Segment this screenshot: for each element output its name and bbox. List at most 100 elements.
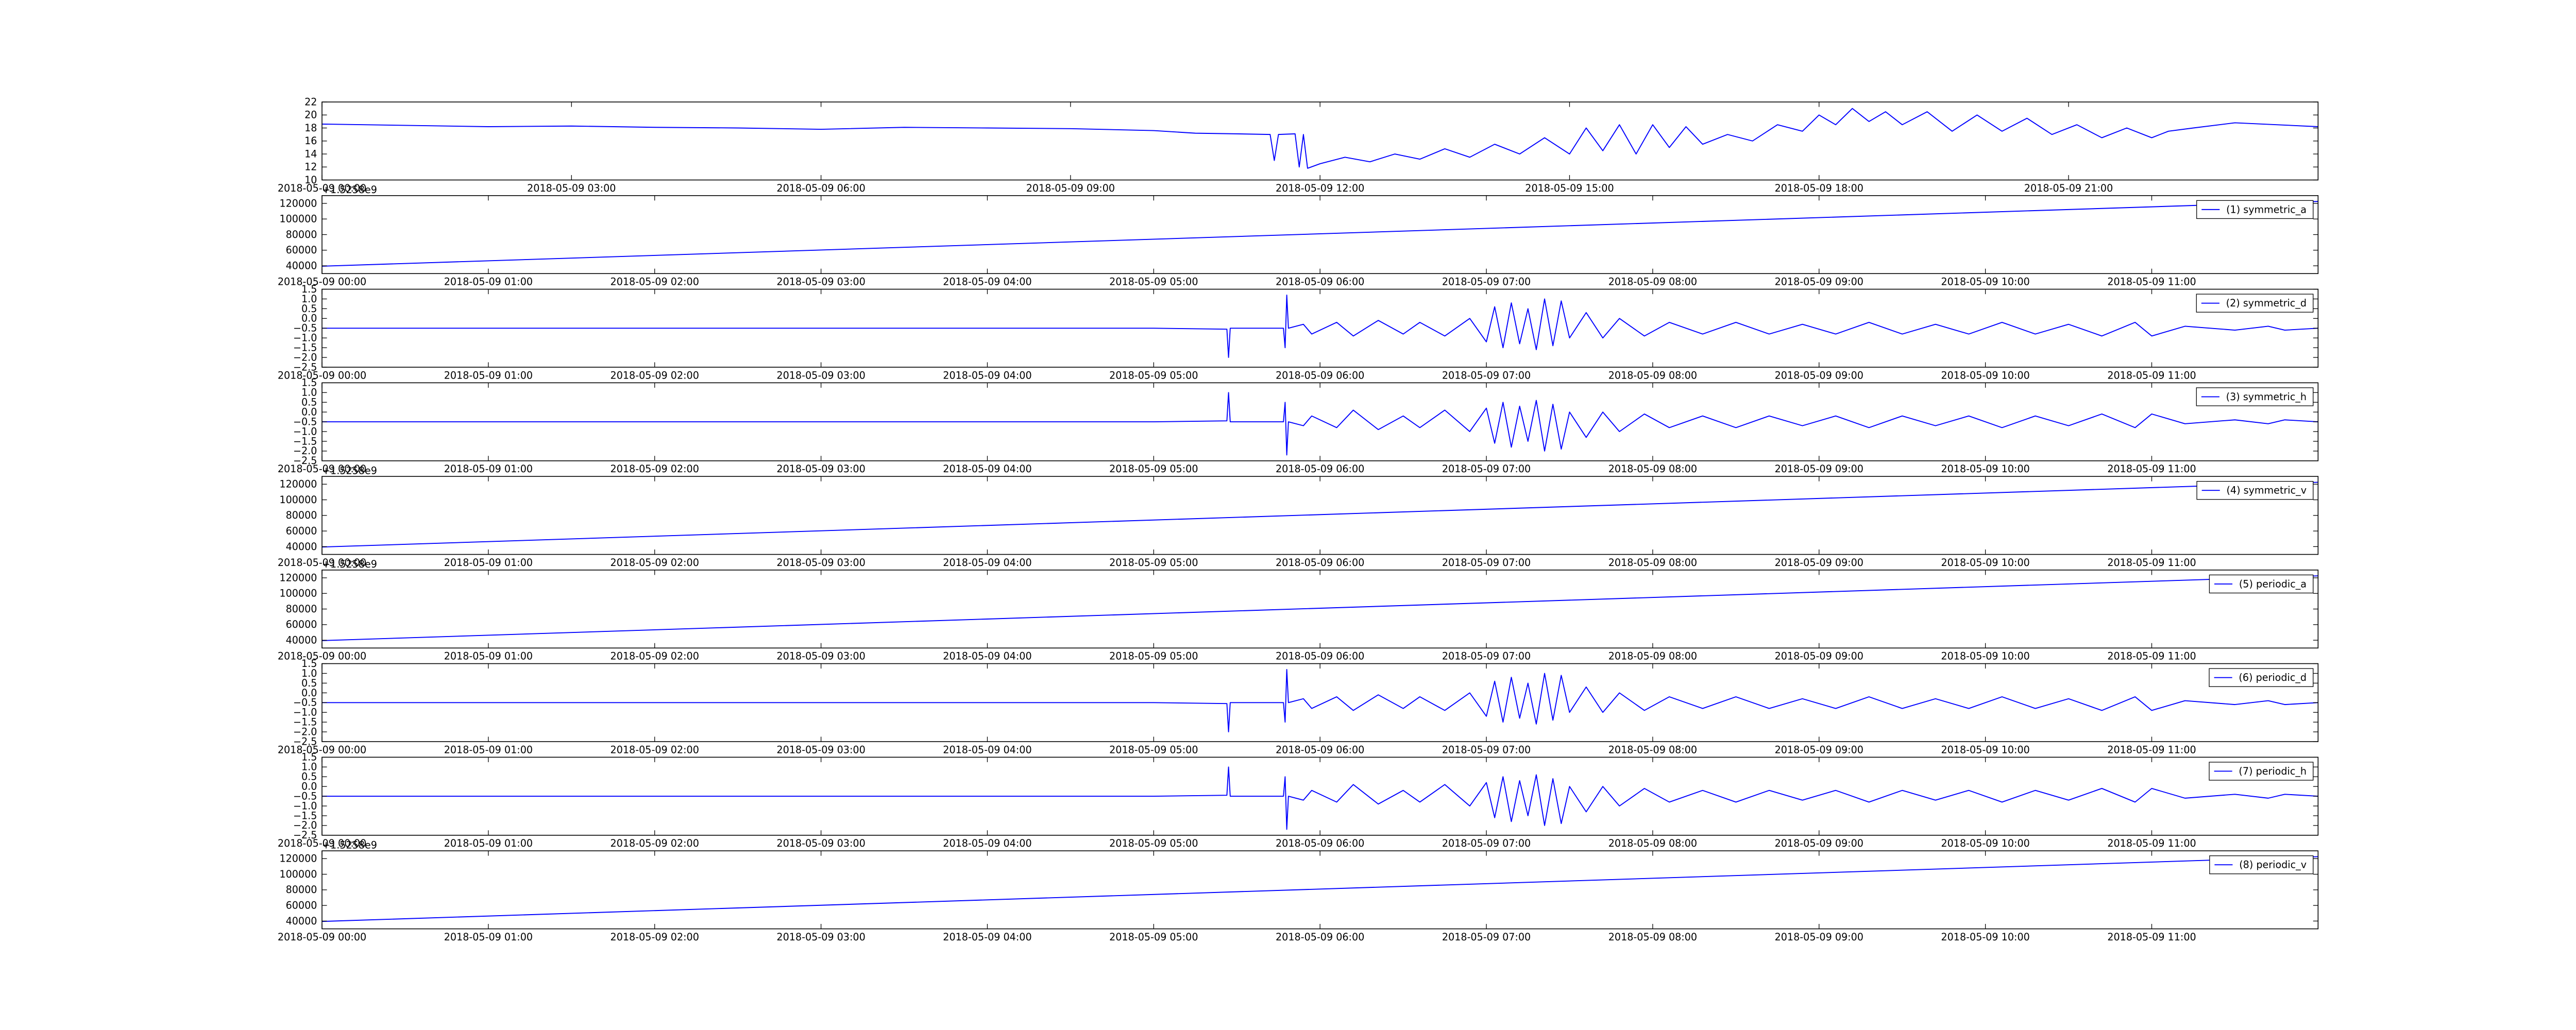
x-tick-label: 2018-05-09 09:00	[1026, 182, 1115, 194]
y-tick-label: 120000	[279, 572, 317, 583]
legend: (4) symmetric_v	[2196, 480, 2314, 500]
y-tick-label: 1.0	[301, 387, 317, 399]
x-tick-label: 2018-05-09 02:00	[611, 369, 699, 381]
y-tick-label: 100000	[279, 213, 317, 225]
x-tick-label: 2018-05-09 11:00	[2107, 837, 2196, 849]
y-tick-label: 120000	[279, 197, 317, 209]
y-tick-label: −0.5	[293, 697, 317, 709]
x-tick-label: 2018-05-09 07:00	[1442, 463, 1531, 475]
legend-label: (2) symmetric_d	[2226, 297, 2307, 309]
y-tick-label: −2.5	[293, 829, 317, 841]
x-tick-label: 2018-05-09 00:00	[278, 650, 366, 662]
y-tick-label: −1.0	[293, 707, 317, 718]
offset-text: +1.5258e9	[322, 558, 377, 570]
legend-label: (3) symmetric_h	[2226, 391, 2307, 403]
x-tick-label: 2018-05-09 09:00	[1775, 557, 1863, 569]
x-tick-label: 2018-05-09 10:00	[1941, 837, 2029, 849]
x-tick-label: 2018-05-09 01:00	[444, 276, 533, 288]
x-tick-label: 2018-05-09 11:00	[2107, 369, 2196, 381]
y-tick-label: −2.0	[293, 445, 317, 457]
y-tick-label: 120000	[279, 478, 317, 490]
x-tick-label: 2018-05-09 09:00	[1775, 276, 1863, 288]
x-tick-label: 2018-05-09 06:00	[1276, 276, 1364, 288]
y-tick-label: 80000	[286, 509, 317, 521]
x-tick-label: 2018-05-09 08:00	[1608, 276, 1697, 288]
plot-area	[322, 482, 2318, 548]
x-tick-label: 2018-05-09 08:00	[1608, 557, 1697, 569]
y-tick-label: −1.0	[293, 425, 317, 437]
x-tick-label: 2018-05-09 02:00	[611, 650, 699, 662]
x-tick-label: 2018-05-09 03:00	[776, 744, 865, 756]
legend: (3) symmetric_h	[2196, 387, 2314, 406]
x-tick-label: 2018-05-09 00:00	[278, 276, 366, 288]
x-tick-label: 2018-05-09 10:00	[1941, 557, 2029, 569]
y-tick-label: 40000	[286, 541, 317, 553]
y-tick-label: 22	[304, 96, 317, 108]
x-tick-label: 2018-05-09 00:00	[278, 837, 366, 849]
y-tick-label: 12	[304, 161, 317, 173]
y-tick-label: 1.5	[301, 283, 317, 295]
y-tick-label: −2.5	[293, 455, 317, 467]
x-tick-label: 2018-05-09 08:00	[1608, 650, 1697, 662]
y-tick-label: −2.5	[293, 735, 317, 747]
plot-area	[322, 766, 2318, 830]
x-tick-label: 2018-05-09 08:00	[1608, 744, 1697, 756]
x-tick-label: 2018-05-09 08:00	[1608, 837, 1697, 849]
y-tick-label: 1.0	[301, 761, 317, 773]
legend-label: (5) periodic_a	[2239, 578, 2307, 590]
x-tick-label: 2018-05-09 01:00	[444, 837, 533, 849]
x-tick-label: 2018-05-09 04:00	[943, 369, 1031, 381]
x-tick-label: 2018-05-09 02:00	[611, 276, 699, 288]
plot-area	[322, 575, 2318, 641]
axes-frame	[321, 288, 2319, 368]
x-tick-label: 2018-05-09 06:00	[1276, 837, 1364, 849]
x-tick-label: 2018-05-09 06:00	[776, 182, 865, 194]
x-tick-label: 2018-05-09 06:00	[1276, 650, 1364, 662]
x-tick-label: 2018-05-09 09:00	[1775, 463, 1863, 475]
x-tick-label: 2018-05-09 04:00	[943, 463, 1031, 475]
y-tick-label: 0.0	[301, 406, 317, 418]
x-tick-label: 2018-05-09 09:00	[1775, 744, 1863, 756]
plot-area	[322, 668, 2318, 733]
y-tick-label: 100000	[279, 868, 317, 880]
y-tick-label: 0.5	[301, 397, 317, 408]
x-tick-label: 2018-05-09 03:00	[776, 463, 865, 475]
y-tick-label: 60000	[286, 244, 317, 256]
x-tick-label: 2018-05-09 08:00	[1608, 463, 1697, 475]
legend: (1) symmetric_a	[2196, 200, 2314, 219]
y-tick-label: 0.5	[301, 677, 317, 689]
y-tick-label: 60000	[286, 525, 317, 537]
x-tick-label: 2018-05-09 01:00	[444, 650, 533, 662]
data-line	[322, 575, 2318, 641]
y-tick-label: 1.5	[301, 751, 317, 763]
y-tick-label: 0.0	[301, 313, 317, 324]
axes-frame	[321, 850, 2319, 930]
x-tick-label: 2018-05-09 07:00	[1442, 650, 1531, 662]
x-tick-label: 2018-05-09 03:00	[776, 369, 865, 381]
x-tick-label: 2018-05-09 05:00	[1109, 650, 1198, 662]
x-tick-label: 2018-05-09 05:00	[1109, 557, 1198, 569]
y-tick-label: 18	[304, 122, 317, 134]
x-tick-label: 2018-05-09 04:00	[943, 276, 1031, 288]
x-tick-label: 2018-05-09 07:00	[1442, 931, 1531, 943]
y-tick-label: 0.5	[301, 771, 317, 783]
x-tick-label: 2018-05-09 11:00	[2107, 931, 2196, 943]
y-tick-label: 120000	[279, 853, 317, 865]
x-tick-label: 2018-05-09 03:00	[527, 182, 616, 194]
y-tick-label: −2.0	[293, 819, 317, 831]
axes-frame	[321, 757, 2319, 836]
x-tick-label: 2018-05-09 01:00	[444, 557, 533, 569]
x-tick-label: 2018-05-09 03:00	[776, 650, 865, 662]
x-tick-label: 2018-05-09 02:00	[611, 463, 699, 475]
x-tick-label: 2018-05-09 09:00	[1775, 369, 1863, 381]
x-tick-label: 2018-05-09 15:00	[1525, 182, 1614, 194]
x-tick-label: 2018-05-09 04:00	[943, 557, 1031, 569]
x-tick-label: 2018-05-09 05:00	[1109, 931, 1198, 943]
x-tick-label: 2018-05-09 07:00	[1442, 557, 1531, 569]
y-tick-label: 14	[304, 148, 317, 160]
x-tick-label: 2018-05-09 02:00	[611, 837, 699, 849]
x-tick-label: 2018-05-09 05:00	[1109, 837, 1198, 849]
y-tick-label: 60000	[286, 619, 317, 630]
x-tick-label: 2018-05-09 04:00	[943, 837, 1031, 849]
